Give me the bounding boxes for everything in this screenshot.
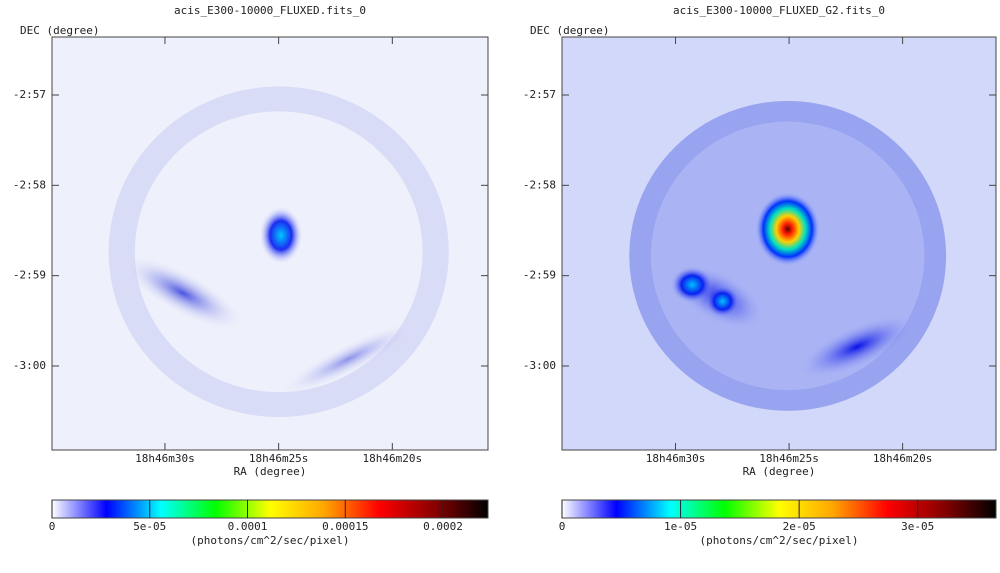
panel-title: acis_E300-10000_FLUXED_G2.fits_0 xyxy=(673,4,885,17)
x-tick-label: 18h46m30s xyxy=(135,452,195,465)
emission-arc xyxy=(797,314,917,379)
y-tick-label: -2:59 xyxy=(13,269,46,282)
y-tick-label: -3:00 xyxy=(13,359,46,372)
colorbar-tick-label: 0.0002 xyxy=(423,520,463,533)
y-axis-label: DEC (degree) xyxy=(20,24,99,37)
bright-source xyxy=(259,206,303,265)
panel-title: acis_E300-10000_FLUXED.fits_0 xyxy=(174,4,366,17)
x-tick-label: 18h46m30s xyxy=(646,452,706,465)
colorbar-tick-label: 3e-05 xyxy=(901,520,934,533)
plot-frame xyxy=(561,36,997,451)
colorbar xyxy=(561,499,997,519)
bright-source xyxy=(755,191,821,267)
colorbar-tick-label: 0 xyxy=(559,520,566,533)
colorbar-tick-label: 2e-05 xyxy=(783,520,816,533)
y-axis-label: DEC (degree) xyxy=(530,24,609,37)
colorbar-tick-label: 0.0001 xyxy=(228,520,268,533)
y-tick-label: -3:00 xyxy=(523,359,556,372)
x-axis-label: RA (degree) xyxy=(234,465,307,478)
colorbar-tick-label: 0.00015 xyxy=(322,520,368,533)
bright-knot xyxy=(670,266,714,304)
colorbar-label: (photons/cm^2/sec/pixel) xyxy=(191,534,350,547)
colorbar-tick-label: 0 xyxy=(49,520,56,533)
colorbar xyxy=(51,499,489,519)
remnant-shell xyxy=(108,86,449,417)
colorbar-tick-label: 1e-05 xyxy=(664,520,697,533)
y-tick-label: -2:57 xyxy=(13,88,46,101)
y-tick-label: -2:57 xyxy=(523,88,556,101)
colorbar-label: (photons/cm^2/sec/pixel) xyxy=(700,534,859,547)
x-tick-label: 18h46m25s xyxy=(249,452,309,465)
bright-knot xyxy=(705,284,740,318)
x-tick-label: 18h46m25s xyxy=(759,452,819,465)
y-tick-label: -2:58 xyxy=(523,178,556,191)
y-tick-label: -2:59 xyxy=(523,269,556,282)
x-axis-label: RA (degree) xyxy=(743,465,816,478)
y-tick-label: -2:58 xyxy=(13,178,46,191)
emission-arc xyxy=(278,321,419,397)
colorbar-tick-label: 5e-05 xyxy=(133,520,166,533)
x-tick-label: 18h46m20s xyxy=(363,452,423,465)
plot-frame xyxy=(51,36,489,451)
image xyxy=(562,37,996,450)
emission-arc xyxy=(121,255,245,331)
image xyxy=(52,37,488,450)
x-tick-label: 18h46m20s xyxy=(873,452,933,465)
